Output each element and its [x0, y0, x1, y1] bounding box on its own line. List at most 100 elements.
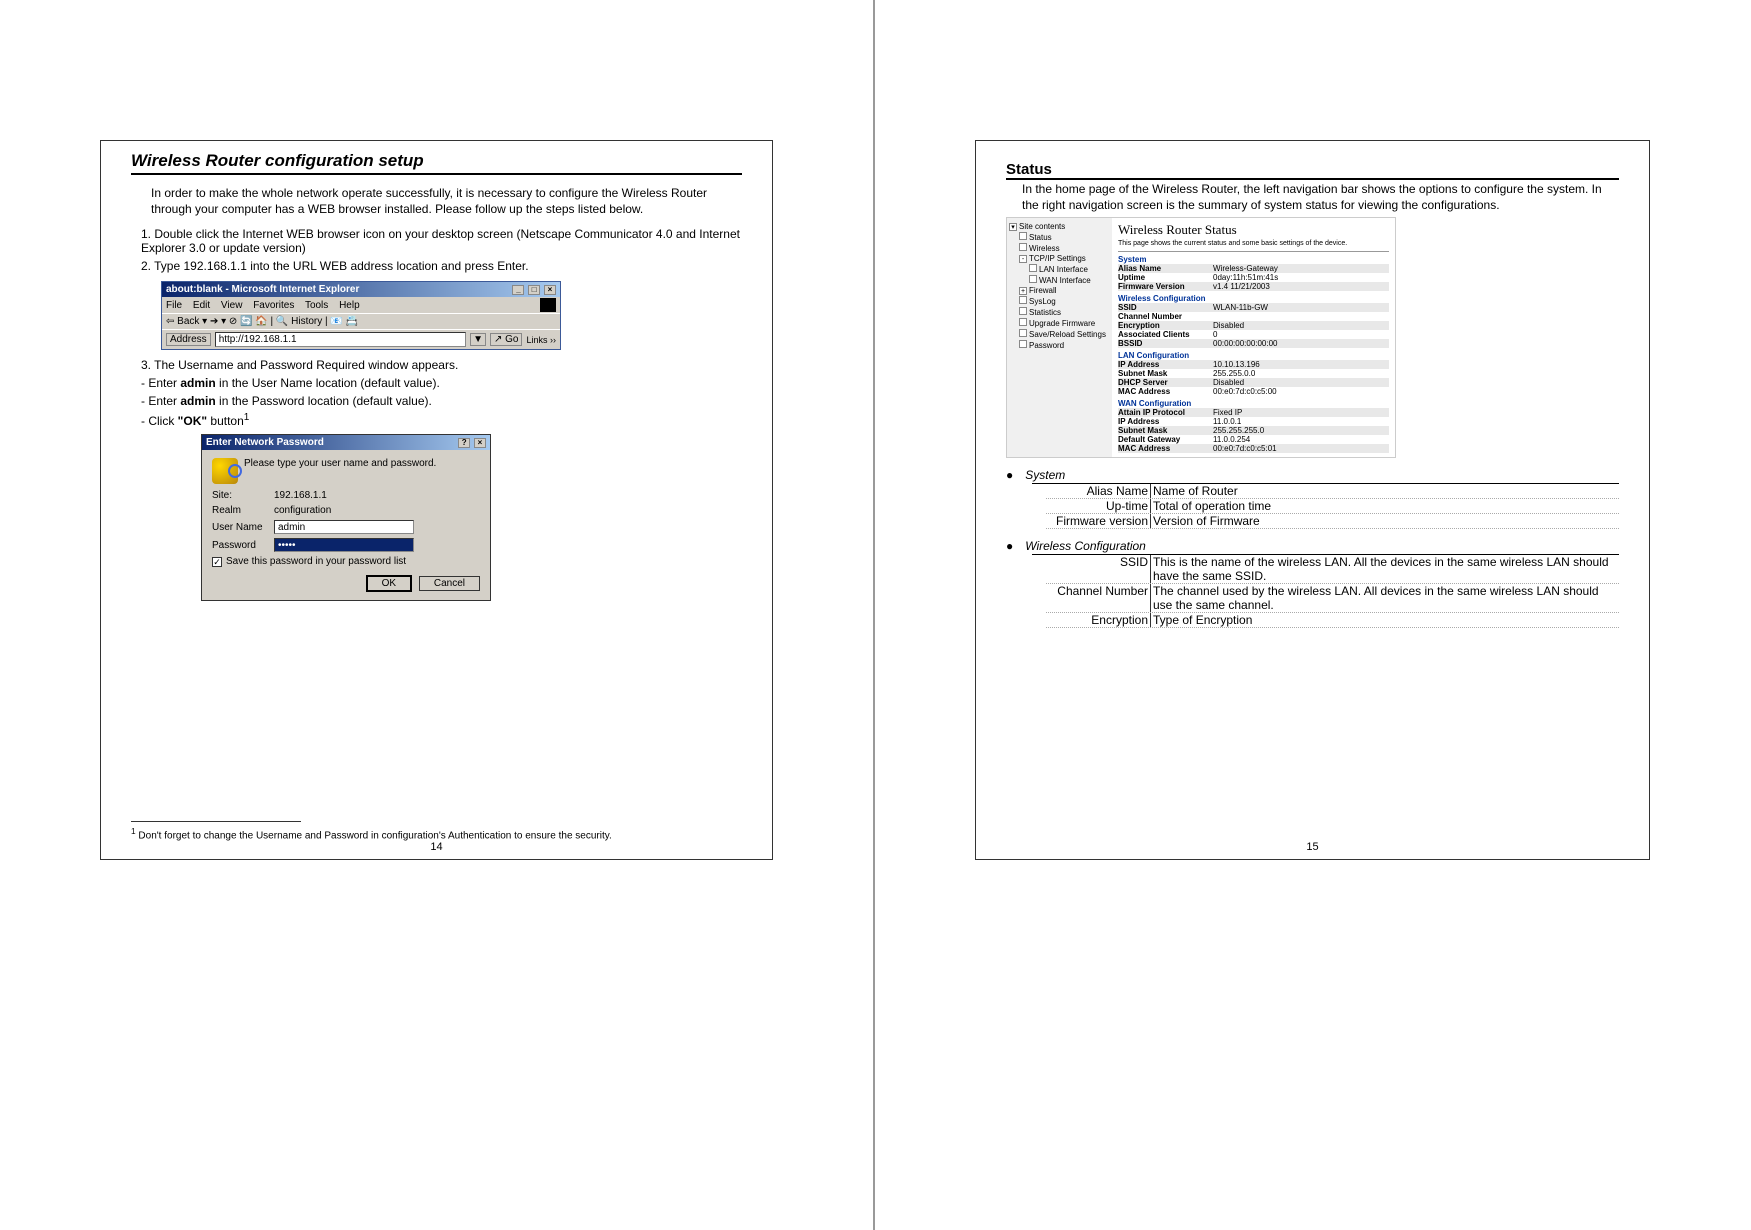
intro-paragraph: In order to make the whole network opera… — [151, 185, 742, 217]
dropdown-icon[interactable]: ▼ — [470, 333, 486, 346]
folder-icon: + — [1019, 287, 1027, 295]
nav-password[interactable]: Password — [1019, 340, 1110, 351]
status-group-header: Wireless Configuration — [1118, 294, 1389, 303]
username-input[interactable]: admin — [274, 520, 414, 534]
status-value: v1.4 11/21/2003 — [1213, 282, 1389, 291]
status-key: Subnet Mask — [1118, 426, 1213, 435]
status-row: Alias NameWireless-Gateway — [1118, 264, 1389, 273]
page-icon — [1019, 296, 1027, 304]
step-1-text: 1. Double click the Internet WEB browser… — [141, 227, 740, 255]
status-value: 255.255.255.0 — [1213, 426, 1389, 435]
password-label: Password — [212, 540, 274, 551]
router-status-panel: Wireless Router Status This page shows t… — [1112, 218, 1395, 457]
footnote: 1 Don't forget to change the Username an… — [131, 821, 742, 841]
status-group-header: System — [1118, 255, 1389, 264]
nav-tcpip[interactable]: -TCP/IP Settings — [1019, 254, 1110, 264]
maximize-icon[interactable]: □ — [528, 285, 540, 295]
menu-view[interactable]: View — [221, 300, 243, 311]
status-key: Firmware Version — [1118, 282, 1213, 291]
address-input[interactable]: http://192.168.1.1 — [215, 332, 466, 347]
status-row: Channel Number — [1118, 312, 1389, 321]
save-password-label: Save this password in your password list — [226, 556, 406, 567]
def-value: This is the name of the wireless LAN. Al… — [1151, 555, 1619, 583]
save-checkbox[interactable]: ✓ — [212, 557, 222, 567]
def-value: Total of operation time — [1151, 499, 1619, 513]
keys-icon — [212, 458, 238, 484]
status-heading: Status — [1006, 161, 1619, 180]
status-value: 0 — [1213, 330, 1389, 339]
router-status-subtitle: This page shows the current status and s… — [1118, 240, 1389, 247]
status-value: 255.255.0.0 — [1213, 369, 1389, 378]
def-key: SSID — [1046, 555, 1151, 583]
menu-help[interactable]: Help — [339, 300, 360, 311]
minimize-icon[interactable]: _ — [512, 285, 524, 295]
toolbar-buttons[interactable]: ⇦ Back ▾ ➔ ▾ ⊘ 🔄 🏠 | 🔍 History | 📧 📇 — [166, 316, 358, 327]
status-key: BSSID — [1118, 339, 1213, 348]
def-value: The channel used by the wireless LAN. Al… — [1151, 584, 1619, 612]
nav-statistics[interactable]: Statistics — [1019, 307, 1110, 318]
status-value: Wireless-Gateway — [1213, 264, 1389, 273]
help-icon[interactable]: ? — [458, 438, 470, 448]
page-icon — [1019, 243, 1027, 251]
tree-root[interactable]: ▾Site contents — [1009, 222, 1110, 232]
pw-body: Please type your user name and password.… — [202, 450, 490, 600]
links-button[interactable]: Links ›› — [526, 335, 556, 345]
password-dialog: Enter Network Password ? × Please type y… — [201, 434, 491, 601]
status-value — [1213, 312, 1389, 321]
status-key: Default Gateway — [1118, 435, 1213, 444]
pw-prompt: Please type your user name and password. — [244, 458, 436, 469]
nav-status[interactable]: Status — [1019, 232, 1110, 243]
ok-button[interactable]: OK — [366, 575, 412, 592]
status-key: SSID — [1118, 303, 1213, 312]
definition-row: Up-timeTotal of operation time — [1046, 499, 1619, 514]
status-group-header: LAN Configuration — [1118, 351, 1389, 360]
definition-row: Firmware versionVersion of Firmware — [1046, 514, 1619, 529]
password-input[interactable]: ••••• — [274, 538, 414, 552]
close-icon[interactable]: × — [474, 438, 486, 448]
menu-favorites[interactable]: Favorites — [253, 300, 294, 311]
wireless-config-heading: Wireless Configuration — [1032, 539, 1619, 555]
wireless-config-definitions: Wireless Configuration SSIDThis is the n… — [1006, 539, 1619, 628]
status-key: DHCP Server — [1118, 378, 1213, 387]
nav-save-reload[interactable]: Save/Reload Settings — [1019, 329, 1110, 340]
def-value: Name of Router — [1151, 484, 1619, 498]
nav-wireless[interactable]: Wireless — [1019, 243, 1110, 254]
username-label: User Name — [212, 522, 274, 533]
status-row: EncryptionDisabled — [1118, 321, 1389, 330]
definition-row: SSIDThis is the name of the wireless LAN… — [1046, 555, 1619, 584]
folder-open-icon: ▾ — [1009, 223, 1017, 231]
status-value: WLAN-11b-GW — [1213, 303, 1389, 312]
status-key: IP Address — [1118, 360, 1213, 369]
router-nav-tree: ▾Site contents Status Wireless -TCP/IP S… — [1007, 218, 1112, 457]
menu-edit[interactable]: Edit — [193, 300, 210, 311]
status-value: 00:00:00:00:00:00 — [1213, 339, 1389, 348]
status-row: DHCP ServerDisabled — [1118, 378, 1389, 387]
go-button[interactable]: ↗ Go — [490, 333, 523, 346]
menu-file[interactable]: File — [166, 300, 182, 311]
router-screenshot: ▾Site contents Status Wireless -TCP/IP S… — [1006, 217, 1396, 458]
nav-firewall[interactable]: +Firewall — [1019, 286, 1110, 296]
menu-tools[interactable]: Tools — [305, 300, 328, 311]
def-key: Firmware version — [1046, 514, 1151, 528]
cancel-button[interactable]: Cancel — [419, 576, 480, 591]
nav-wan[interactable]: WAN Interface — [1029, 275, 1110, 286]
close-icon[interactable]: × — [544, 285, 556, 295]
router-status-title: Wireless Router Status — [1118, 222, 1389, 238]
realm-label: Realm — [212, 505, 274, 516]
status-value: Fixed IP — [1213, 408, 1389, 417]
status-row: MAC Address00:e0:7d:c0:c5:01 — [1118, 444, 1389, 453]
definition-row: Channel NumberThe channel used by the wi… — [1046, 584, 1619, 613]
def-value: Version of Firmware — [1151, 514, 1619, 528]
page-title: Wireless Router configuration setup — [131, 151, 742, 175]
nav-upgrade[interactable]: Upgrade Firmware — [1019, 318, 1110, 329]
definition-row: Alias NameName of Router — [1046, 484, 1619, 499]
step-3b: - Enter admin in the Password location (… — [141, 394, 742, 408]
site-label: Site: — [212, 490, 274, 501]
page-icon — [1019, 329, 1027, 337]
ie-title-text: about:blank - Microsoft Internet Explore… — [166, 284, 359, 295]
def-key: Channel Number — [1046, 584, 1151, 612]
status-row: IP Address10.10.13.196 — [1118, 360, 1389, 369]
folder-icon: - — [1019, 255, 1027, 263]
nav-syslog[interactable]: SysLog — [1019, 296, 1110, 307]
nav-lan[interactable]: LAN Interface — [1029, 264, 1110, 275]
